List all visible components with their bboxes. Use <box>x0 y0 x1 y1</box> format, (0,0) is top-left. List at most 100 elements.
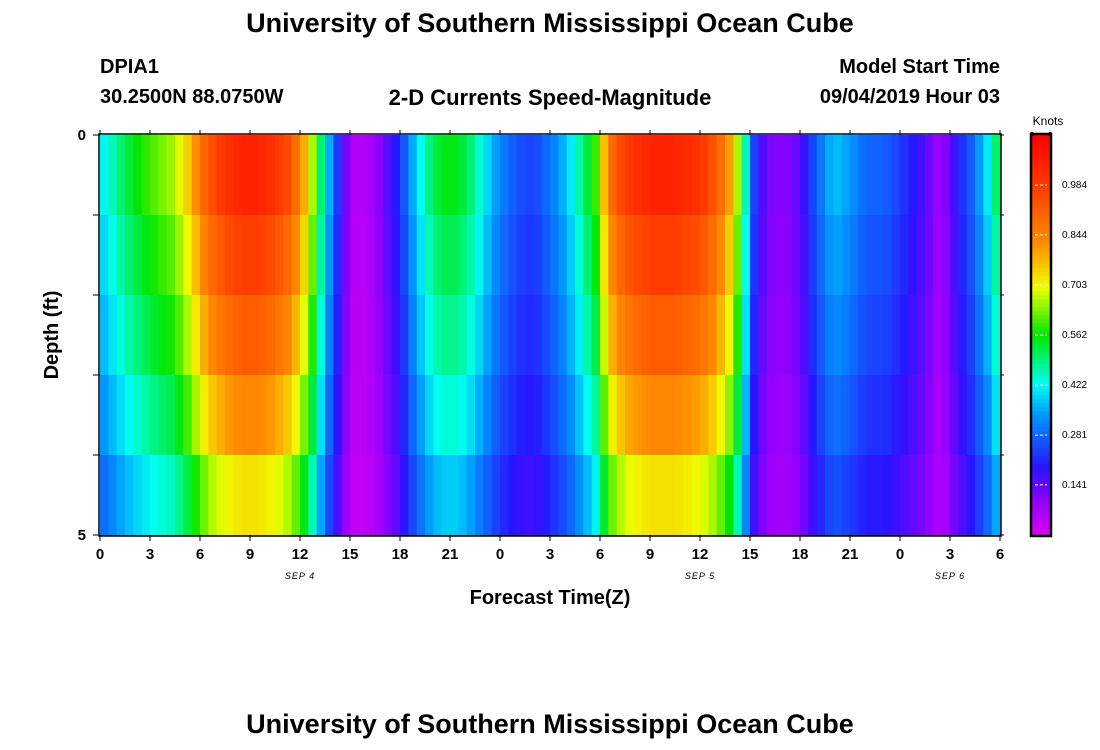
heatmap-cell <box>866 135 876 216</box>
heatmap-cell <box>875 135 884 216</box>
x-tick-label: 18 <box>792 546 809 563</box>
heatmap-cell <box>716 215 726 296</box>
heatmap-cell <box>750 135 759 216</box>
heatmap-cell <box>550 295 559 376</box>
heatmap-cell <box>991 215 1001 296</box>
heatmap-cell <box>791 215 801 296</box>
heatmap-cell <box>991 375 1001 456</box>
heatmap-cell <box>316 375 326 456</box>
heatmap-cell <box>191 375 201 456</box>
heatmap-cell <box>416 135 426 216</box>
heatmap-cell <box>983 215 993 296</box>
heatmap-cell <box>133 135 143 216</box>
heatmap-cell <box>208 375 218 456</box>
heatmap-cell <box>575 215 584 296</box>
x-tick-label: 15 <box>742 546 759 563</box>
heatmap-cell <box>100 135 109 216</box>
colorbar-segment <box>1032 151 1050 156</box>
heatmap-cell <box>808 455 818 536</box>
model-start-time: 09/04/2019 Hour 03 <box>819 86 1000 108</box>
heatmap-cell <box>550 215 559 296</box>
heatmap-cell <box>458 135 468 216</box>
heatmap-cell <box>400 135 409 216</box>
heatmap-cell <box>441 455 451 536</box>
heatmap-cell <box>741 215 751 296</box>
colorbar-tick-label: 0.844 <box>1062 230 1087 241</box>
heatmap-cell <box>841 295 851 376</box>
heatmap-cell <box>966 135 976 216</box>
heatmap-cell <box>566 455 576 536</box>
heatmap-cell <box>433 455 443 536</box>
heatmap-cell <box>616 215 626 296</box>
heatmap-cell <box>650 455 659 536</box>
heatmap-cell <box>150 375 159 456</box>
heatmap-cell <box>183 215 193 296</box>
heatmap-cell <box>508 135 518 216</box>
heatmap-cell <box>216 295 226 376</box>
colorbar-tick-label: 0.703 <box>1062 280 1087 291</box>
colorbar-segment <box>1032 171 1050 176</box>
heatmap-cell <box>483 215 493 296</box>
heatmap-cell <box>583 295 593 376</box>
heatmap-cell <box>391 455 401 536</box>
heatmap-cell <box>383 215 393 296</box>
heatmap-cell <box>558 215 568 296</box>
heatmap-cell <box>375 455 384 536</box>
heatmap-cell <box>958 135 968 216</box>
heatmap-cell <box>841 135 851 216</box>
heatmap-cell <box>250 455 259 536</box>
x-tick-label: 9 <box>246 546 254 563</box>
heatmap-cell <box>558 295 568 376</box>
heatmap-cell <box>250 135 259 216</box>
heatmap-cell <box>116 375 126 456</box>
heatmap-cell <box>150 215 159 296</box>
heatmap-cell <box>750 295 759 376</box>
heatmap-cell <box>708 455 718 536</box>
colorbar-segment <box>1032 279 1050 284</box>
heatmap-cell <box>308 135 318 216</box>
heatmap-cell <box>441 215 451 296</box>
colorbar-segment <box>1032 463 1050 468</box>
heatmap-cell <box>866 455 876 536</box>
page-title: University of Southern Mississippi Ocean… <box>246 8 854 38</box>
heatmap-cell <box>966 295 976 376</box>
x-tick-label: 21 <box>442 546 459 563</box>
colorbar-segment <box>1032 527 1050 532</box>
colorbar-segment <box>1032 211 1050 216</box>
heatmap-cell <box>425 215 434 296</box>
heatmap-cell <box>491 135 501 216</box>
heatmap-cell <box>175 295 184 376</box>
colorbar-segment <box>1032 335 1050 340</box>
heatmap-cell <box>908 215 918 296</box>
heatmap-cell <box>908 375 918 456</box>
heatmap-cell <box>558 375 568 456</box>
heatmap-cell <box>175 135 184 216</box>
heatmap-cell <box>516 375 526 456</box>
heatmap-cell <box>108 455 118 536</box>
heatmap-cell <box>900 295 909 376</box>
heatmap-cell <box>508 375 518 456</box>
heatmap-cell <box>850 375 859 456</box>
colorbar-segment <box>1032 191 1050 196</box>
heatmap-cell <box>441 295 451 376</box>
heatmap-cell <box>500 135 509 216</box>
heatmap-cell <box>933 295 943 376</box>
heatmap-cell <box>216 455 226 536</box>
heatmap-cell <box>283 295 293 376</box>
heatmap-cell <box>350 375 359 456</box>
heatmap-cell <box>733 295 743 376</box>
heatmap-cell <box>333 455 343 536</box>
heatmap-cell <box>341 135 351 216</box>
heatmap-cell <box>900 455 909 536</box>
heatmap-cell <box>116 215 126 296</box>
heatmap-cell <box>433 135 443 216</box>
heatmap-cell <box>241 375 251 456</box>
heatmap-cell <box>291 135 301 216</box>
heatmap-cell <box>183 375 193 456</box>
colorbar-segment <box>1032 359 1050 364</box>
heatmap-cell <box>891 215 901 296</box>
heatmap-cell <box>833 215 843 296</box>
heatmap-cell <box>225 135 234 216</box>
heatmap-cell <box>166 215 176 296</box>
heatmap-cell <box>900 215 909 296</box>
